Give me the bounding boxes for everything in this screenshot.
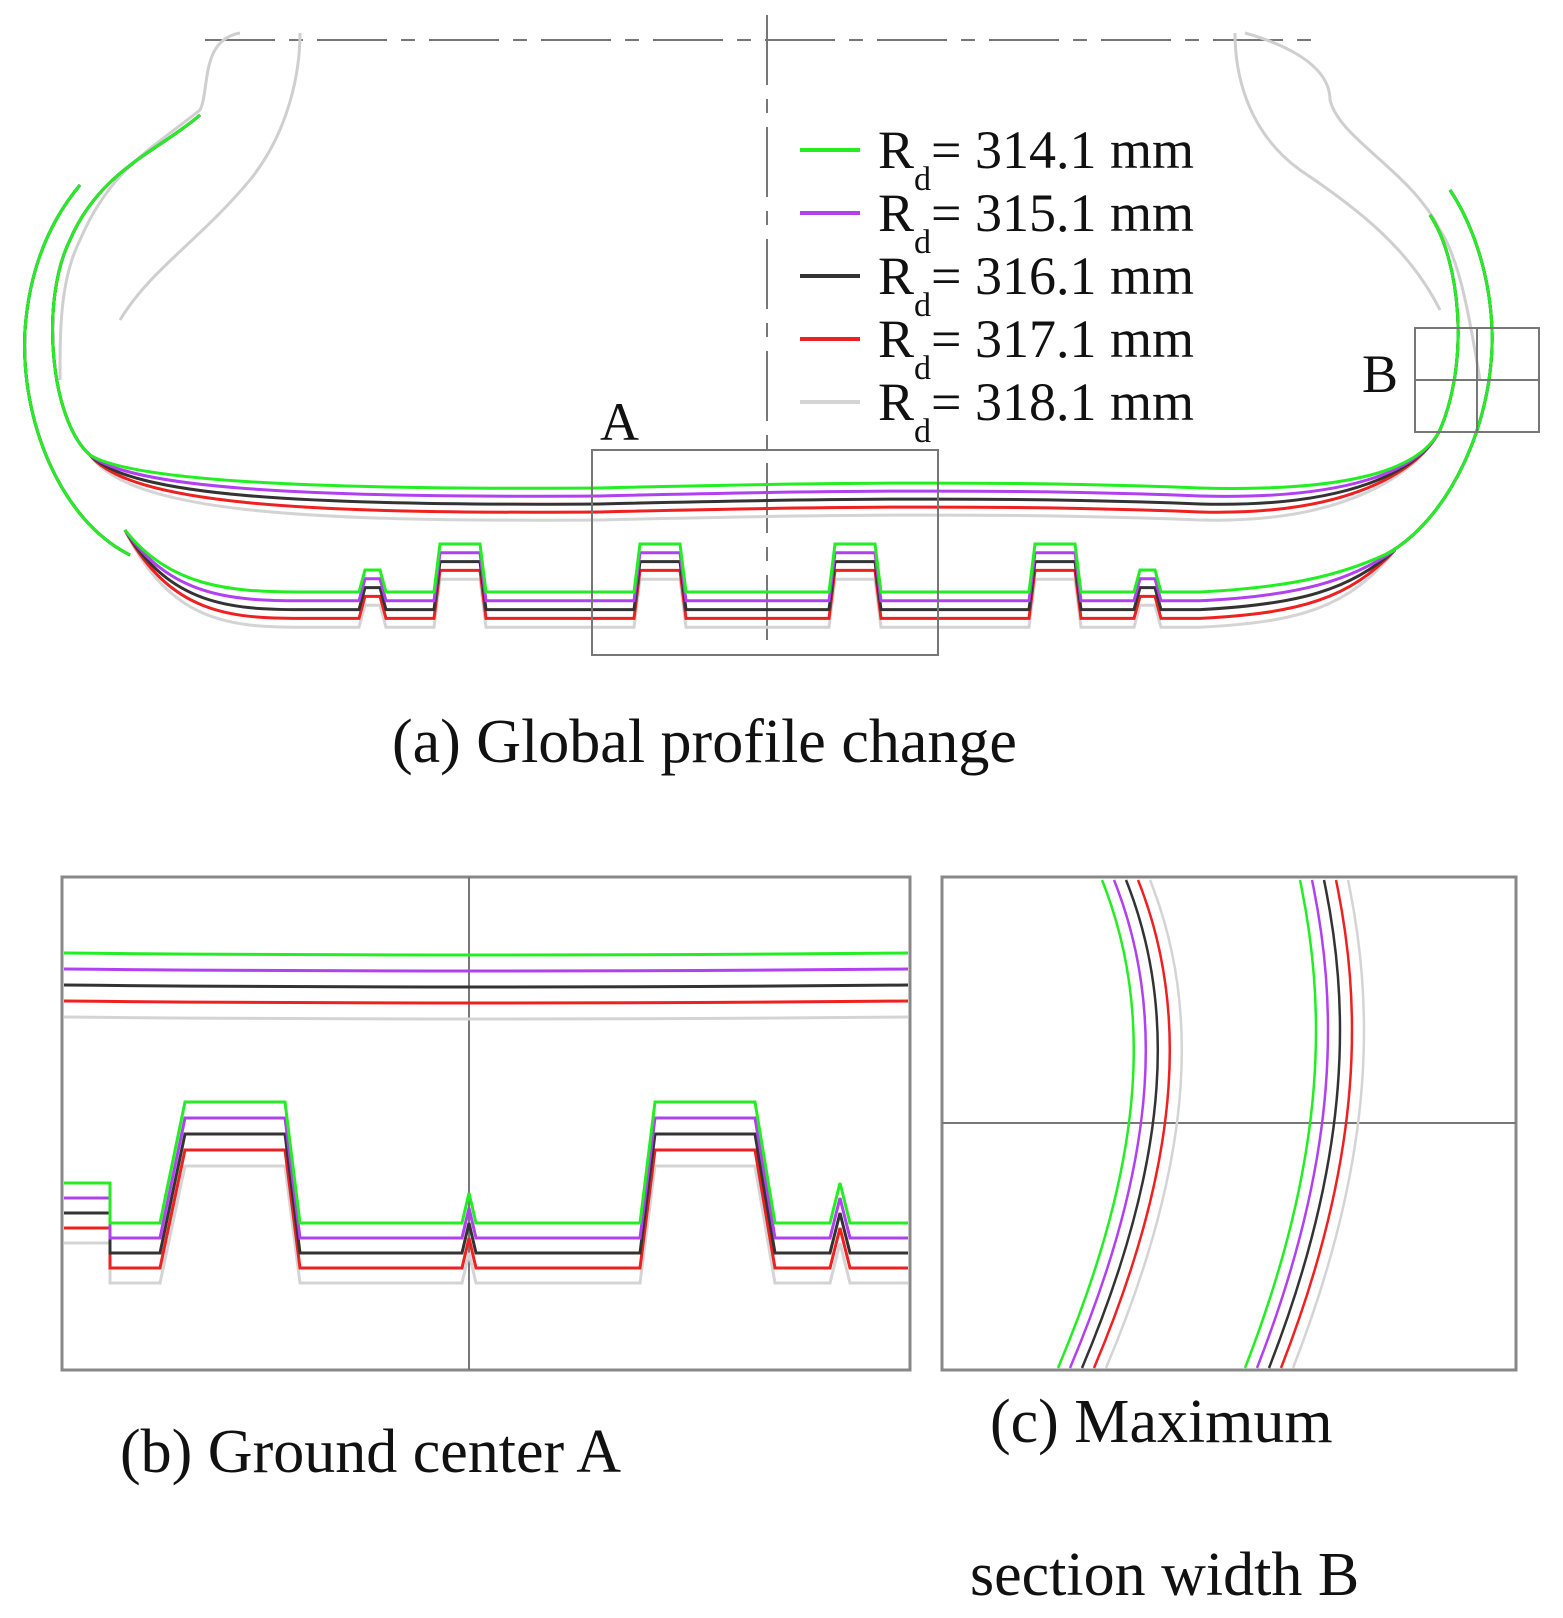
profile-carcass-1 [51, 113, 1460, 498]
profile-tread-0 [123, 529, 1396, 594]
zoom-tread-4 [64, 1164, 908, 1285]
zoom-carcass-0 [63, 951, 909, 957]
zoom-inner-wall-1 [1068, 879, 1148, 1369]
zoom-outer-wall-2 [1267, 879, 1342, 1369]
zoom-tread-0 [64, 1100, 908, 1225]
legend-label-1: Rd= 315.1 mm [878, 183, 1194, 261]
zoom-inner-wall-2 [1080, 879, 1160, 1369]
zoom-outer-wall-1 [1255, 879, 1330, 1369]
zoom-outer-wall-4 [1291, 879, 1366, 1369]
profile-tread-3 [123, 529, 1397, 620]
legend-label-0: Rd= 314.1 mm [878, 120, 1194, 198]
zoom-tread-2 [64, 1132, 908, 1255]
caption-c-line1: (c) Maximum [990, 1388, 1333, 1456]
zoom-carcass-1 [63, 967, 909, 973]
caption-a: (a) Global profile change [392, 708, 1017, 776]
zoom-outer-wall-3 [1279, 879, 1354, 1369]
bead-contour-left [58, 31, 241, 381]
zoom-inner-wall-3 [1092, 879, 1172, 1369]
bead-contour-right [1244, 31, 1482, 381]
profile-tread-1 [123, 529, 1396, 603]
zoom-carcass-2 [63, 983, 909, 989]
zoom-tread-3 [64, 1148, 908, 1270]
zoom-inner-wall-4 [1104, 879, 1184, 1369]
zoom-inner-wall-0 [1056, 879, 1136, 1369]
zoom-carcass-4 [63, 1015, 909, 1021]
legend-label-4: Rd= 318.1 mm [878, 372, 1194, 450]
legend-label-3: Rd= 317.1 mm [878, 309, 1194, 387]
bead-contour-right-inner [1233, 32, 1442, 311]
profile-carcass-2 [51, 113, 1460, 506]
legend-label-2: Rd= 316.1 mm [878, 246, 1194, 324]
panel-b-frame [60, 875, 912, 1372]
profile-carcass-0 [51, 113, 1460, 490]
profile-carcass-3 [51, 113, 1460, 514]
caption-b: (b) Ground center A [120, 1418, 621, 1486]
region-a-box [591, 449, 939, 656]
zoom-carcass-3 [63, 999, 909, 1005]
profile-sidewall-0 [23, 184, 1494, 557]
max-width-panel: (c) Maximum section width B [940, 875, 1518, 1609]
ground-center-panel: (b) Ground center A [60, 875, 912, 1486]
bead-contour-left-inner [118, 32, 302, 321]
region-a-label: A [600, 392, 639, 452]
zoom-tread-1 [64, 1116, 908, 1240]
caption-c-line2: section width B [970, 1541, 1359, 1609]
profile-tread-4 [123, 529, 1397, 629]
profile-tread-2 [123, 529, 1396, 612]
profile-carcass-4 [51, 113, 1460, 522]
region-b-label: B [1362, 344, 1398, 404]
zoom-outer-wall-0 [1243, 879, 1318, 1369]
